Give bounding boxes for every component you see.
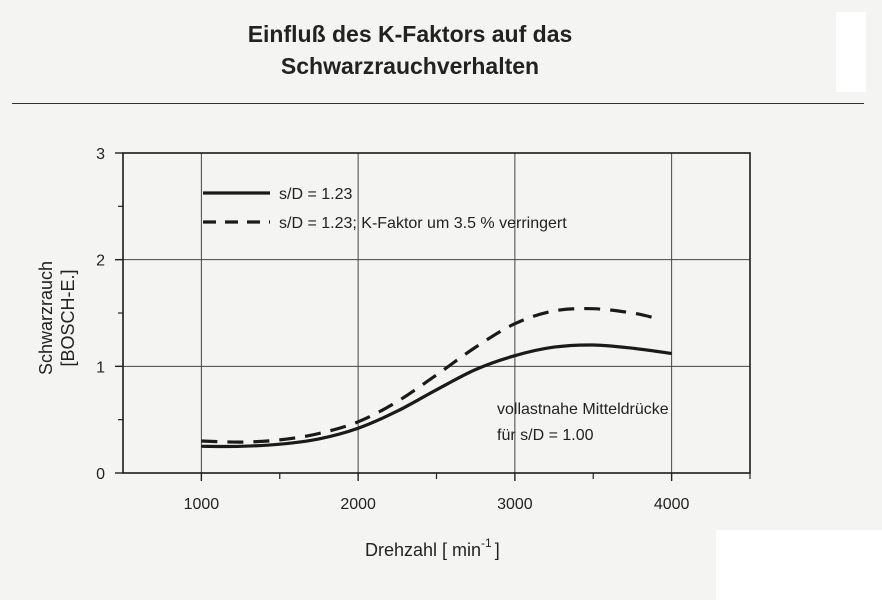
y-axis-label-line-2: [BOSCH-E.] — [58, 269, 78, 366]
series-2-line — [201, 306, 657, 444]
x-axis-label-exponent: -1 — [481, 536, 492, 550]
x-axis-label-text: Drehzahl [ min — [365, 540, 481, 560]
title-line-1: Einfluß des K-Faktors auf das — [247, 21, 573, 47]
x-tick-labels: 1000 2000 3000 4000 — [184, 496, 690, 513]
legend-label-series-2: s/D = 1.23; K-Faktor um 3.5 % verringert — [279, 215, 567, 232]
scan-white-patch — [836, 12, 866, 92]
scan-white-patch — [716, 530, 882, 600]
y-tick-label: 3 — [96, 146, 105, 163]
annotation-line-1: vollastnahe Mitteldrücke — [497, 401, 669, 418]
y-tick-labels: 0 1 2 3 — [96, 146, 105, 483]
chart-title: Einfluß des K-Faktors auf das Schwarzrau… — [0, 18, 820, 82]
title-line-2: Schwarzrauchverhalten — [280, 53, 540, 79]
y-tick-label: 0 — [96, 466, 105, 483]
x-axis-label-close: ] — [495, 540, 500, 560]
series-layer — [201, 306, 672, 449]
x-tick-label: 2000 — [340, 496, 376, 513]
x-tick-label: 3000 — [497, 496, 533, 513]
grid — [123, 153, 750, 473]
title-divider — [12, 103, 864, 104]
x-axis-label: Drehzahl [ min-1] — [365, 536, 500, 560]
y-tick-label: 1 — [96, 359, 105, 376]
legend: s/D = 1.23 s/D = 1.23; K-Faktor um 3.5 %… — [203, 186, 567, 232]
x-tick-label: 1000 — [184, 496, 220, 513]
y-axis-label: Schwarzrauch [BOSCH-E.] — [36, 261, 78, 375]
y-tick-label: 2 — [96, 253, 105, 270]
y-axis-label-line-1: Schwarzrauch — [36, 261, 56, 375]
series-1-line — [201, 343, 672, 449]
legend-label-series-1: s/D = 1.23 — [279, 186, 352, 203]
axis-ticks — [115, 152, 751, 481]
annotation-line-2: für s/D = 1.00 — [497, 427, 594, 444]
x-tick-label: 4000 — [654, 496, 690, 513]
plot-frame — [122, 152, 751, 474]
